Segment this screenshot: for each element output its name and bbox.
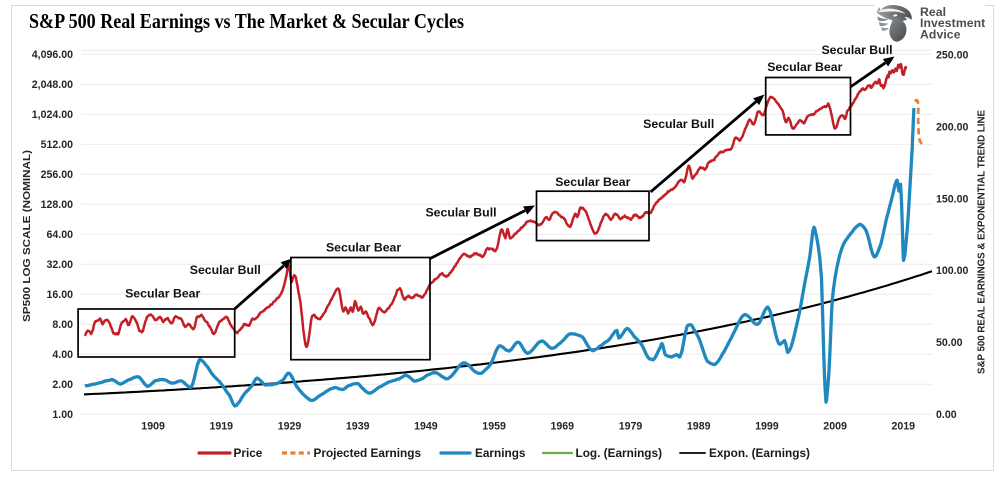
svg-text:64.00: 64.00 bbox=[46, 229, 73, 241]
svg-text:1959: 1959 bbox=[482, 421, 506, 433]
svg-text:250.00: 250.00 bbox=[936, 50, 969, 62]
svg-text:16.00: 16.00 bbox=[46, 289, 73, 301]
svg-text:1949: 1949 bbox=[414, 421, 438, 433]
svg-text:Secular Bear: Secular Bear bbox=[767, 60, 842, 74]
svg-text:Secular Bull: Secular Bull bbox=[821, 43, 892, 57]
svg-text:512.00: 512.00 bbox=[41, 139, 74, 151]
svg-text:1989: 1989 bbox=[687, 421, 711, 433]
svg-text:100.00: 100.00 bbox=[936, 265, 969, 277]
svg-text:1979: 1979 bbox=[619, 421, 643, 433]
svg-text:Secular Bear: Secular Bear bbox=[326, 241, 401, 255]
svg-text:S&P 500 REAL EARNINGS & EXPONE: S&P 500 REAL EARNINGS & EXPONENTIAL TREN… bbox=[977, 110, 988, 374]
svg-text:Secular Bull: Secular Bull bbox=[643, 117, 714, 131]
svg-text:2009: 2009 bbox=[823, 421, 847, 433]
svg-text:S&P 500 Real Earnings vs The M: S&P 500 Real Earnings vs The Market & Se… bbox=[29, 9, 464, 33]
svg-text:Secular Bull: Secular Bull bbox=[425, 206, 496, 220]
svg-text:1919: 1919 bbox=[210, 421, 234, 433]
svg-text:150.00: 150.00 bbox=[936, 193, 969, 205]
svg-text:32.00: 32.00 bbox=[46, 259, 73, 271]
svg-text:128.00: 128.00 bbox=[41, 199, 74, 211]
svg-text:SP500 LOG SCALE (NOMINAL): SP500 LOG SCALE (NOMINAL) bbox=[22, 150, 33, 322]
svg-text:200.00: 200.00 bbox=[936, 122, 969, 134]
svg-text:2,048.00: 2,048.00 bbox=[32, 79, 73, 91]
svg-text:1929: 1929 bbox=[278, 421, 302, 433]
svg-text:Real: Real bbox=[920, 5, 946, 19]
svg-text:1,024.00: 1,024.00 bbox=[32, 109, 73, 121]
svg-text:Log. (Earnings): Log. (Earnings) bbox=[576, 446, 663, 460]
svg-text:1969: 1969 bbox=[551, 421, 575, 433]
svg-text:Secular Bull: Secular Bull bbox=[190, 263, 261, 277]
svg-text:Projected Earnings: Projected Earnings bbox=[314, 446, 422, 460]
svg-text:2019: 2019 bbox=[892, 421, 916, 433]
svg-text:2.00: 2.00 bbox=[52, 379, 73, 391]
svg-text:1999: 1999 bbox=[755, 421, 779, 433]
svg-text:0.00: 0.00 bbox=[936, 409, 957, 421]
svg-text:Advice: Advice bbox=[920, 28, 961, 42]
svg-text:Investment: Investment bbox=[920, 16, 985, 30]
svg-text:256.00: 256.00 bbox=[41, 169, 74, 181]
svg-text:Earnings: Earnings bbox=[475, 446, 526, 460]
svg-text:Secular Bear: Secular Bear bbox=[125, 287, 200, 301]
svg-text:Secular Bear: Secular Bear bbox=[555, 175, 630, 189]
svg-text:1909: 1909 bbox=[141, 421, 165, 433]
svg-text:8.00: 8.00 bbox=[52, 319, 73, 331]
svg-text:1.00: 1.00 bbox=[52, 409, 73, 421]
svg-text:1939: 1939 bbox=[346, 421, 370, 433]
svg-text:Price: Price bbox=[234, 446, 263, 460]
svg-text:4,096.00: 4,096.00 bbox=[32, 49, 73, 61]
svg-text:50.00: 50.00 bbox=[936, 337, 963, 349]
svg-text:4.00: 4.00 bbox=[52, 349, 73, 361]
svg-text:Expon. (Earnings): Expon. (Earnings) bbox=[709, 446, 810, 460]
